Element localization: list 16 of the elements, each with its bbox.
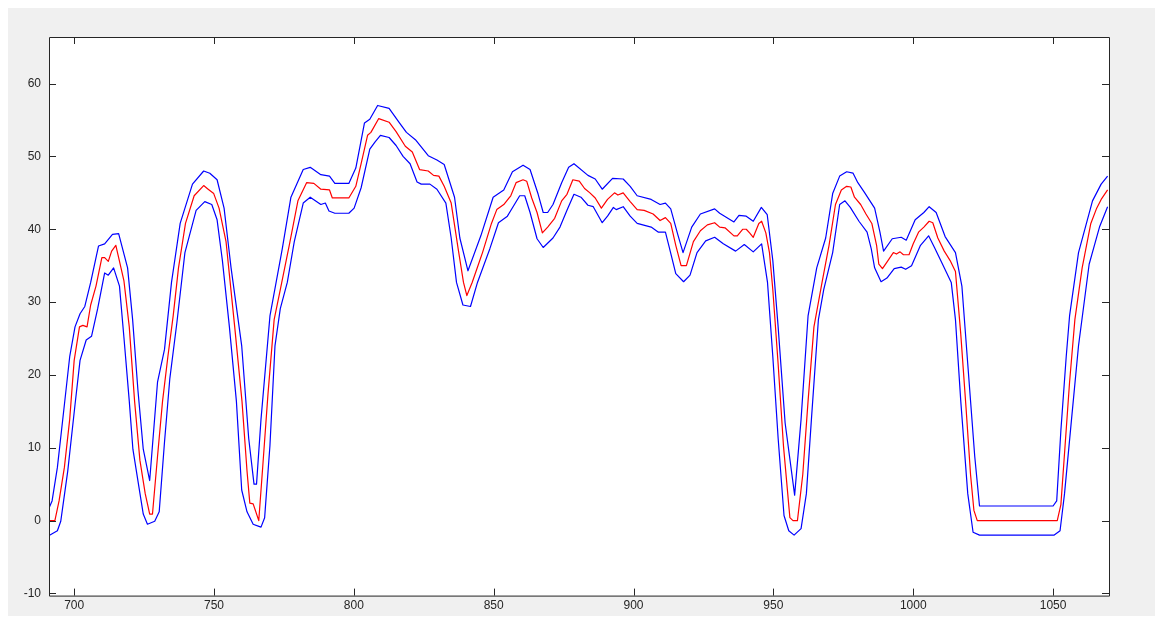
x-tick-label: 800 xyxy=(343,598,365,613)
y-tick-label: 0 xyxy=(34,512,42,527)
x-tick-label: 900 xyxy=(623,598,644,613)
y-tick-label: 50 xyxy=(27,148,42,163)
y-tick-label: 10 xyxy=(27,440,42,455)
x-tick-label: 1050 xyxy=(1039,598,1067,613)
x-tick-label: 850 xyxy=(483,598,505,613)
y-tick-label: -10 xyxy=(23,585,42,600)
y-tick-label: 40 xyxy=(27,221,42,236)
y-tick-label: 20 xyxy=(27,367,42,382)
x-tick-label: 700 xyxy=(64,598,85,613)
x-tick-label: 1000 xyxy=(899,598,927,613)
x-tick-label: 950 xyxy=(763,598,784,613)
x-tick-label: 750 xyxy=(204,598,225,613)
y-tick-label: 30 xyxy=(27,294,42,309)
y-tick-label: 60 xyxy=(27,75,42,90)
